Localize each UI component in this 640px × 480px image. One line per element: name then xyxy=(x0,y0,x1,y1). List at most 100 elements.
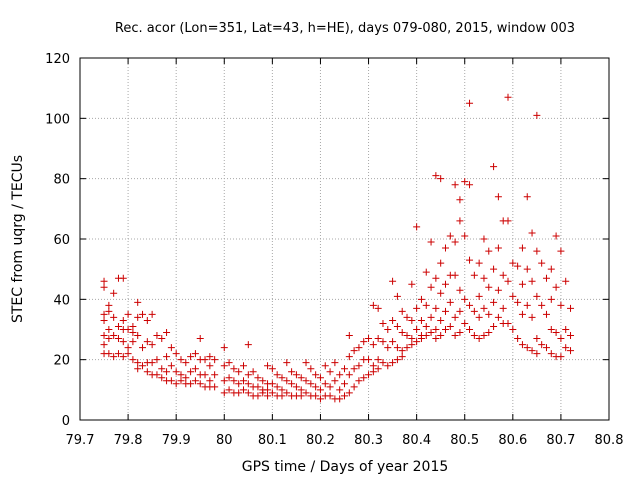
data-point xyxy=(518,310,526,318)
data-point xyxy=(350,383,358,391)
data-point xyxy=(398,329,406,337)
data-point xyxy=(393,292,401,300)
data-point xyxy=(177,371,185,379)
data-point xyxy=(326,383,334,391)
data-point xyxy=(220,389,228,397)
x-axis-label: GPS time / Days of year 2015 xyxy=(242,459,449,475)
y-tick-label: 120 xyxy=(45,52,70,67)
x-tick-label: 79.7 xyxy=(66,433,95,448)
data-point xyxy=(384,326,392,333)
data-point xyxy=(240,377,248,385)
data-point xyxy=(196,380,204,388)
data-point xyxy=(302,377,310,385)
data-point xyxy=(124,344,132,352)
data-point xyxy=(191,365,199,373)
data-point xyxy=(124,326,132,333)
data-point xyxy=(422,332,430,340)
data-point xyxy=(134,359,142,367)
data-point xyxy=(278,386,286,394)
chart-title: Rec. acor (Lon=351, Lat=43, h=HE), days … xyxy=(115,21,575,36)
data-point xyxy=(307,365,315,373)
data-point xyxy=(456,196,464,204)
data-point xyxy=(538,301,546,309)
data-point xyxy=(278,374,286,382)
data-point xyxy=(158,335,166,343)
data-point xyxy=(427,313,435,321)
data-point xyxy=(105,335,113,343)
data-point xyxy=(220,377,228,385)
data-point xyxy=(485,247,493,255)
data-point xyxy=(153,371,161,379)
data-point xyxy=(538,259,546,267)
data-point xyxy=(432,304,440,312)
data-point xyxy=(235,380,243,388)
x-tick-label: 80.8 xyxy=(595,433,624,448)
data-point xyxy=(220,362,228,370)
data-point xyxy=(244,380,252,388)
data-point xyxy=(350,347,358,355)
data-point xyxy=(437,316,445,324)
data-point xyxy=(417,316,425,324)
data-point xyxy=(398,347,406,355)
data-point xyxy=(235,368,243,376)
data-point xyxy=(379,338,387,346)
data-point xyxy=(316,395,324,403)
data-point xyxy=(172,350,180,358)
data-point xyxy=(432,326,440,333)
data-point xyxy=(379,359,387,367)
data-point xyxy=(547,295,555,303)
data-point xyxy=(533,335,541,343)
data-point xyxy=(485,329,493,337)
data-point xyxy=(547,265,555,273)
data-point xyxy=(422,322,430,330)
data-point xyxy=(292,383,300,391)
data-point xyxy=(389,316,397,324)
x-tick-label: 80.4 xyxy=(402,433,431,448)
data-point xyxy=(490,163,498,171)
data-point xyxy=(480,274,488,282)
data-point xyxy=(268,389,276,397)
data-point xyxy=(485,283,493,291)
data-point xyxy=(201,356,209,364)
data-point xyxy=(268,380,276,388)
data-point xyxy=(456,329,464,337)
data-point xyxy=(441,326,449,333)
data-point xyxy=(100,316,108,324)
data-point xyxy=(110,332,118,340)
data-point xyxy=(196,335,204,343)
data-point xyxy=(547,326,555,333)
data-point xyxy=(134,332,142,340)
data-point xyxy=(437,259,445,267)
data-point xyxy=(518,244,526,252)
data-point xyxy=(374,365,382,373)
data-point xyxy=(264,392,272,400)
x-tick-label: 80 xyxy=(216,433,233,448)
data-point xyxy=(355,344,363,352)
data-point xyxy=(490,298,498,306)
data-point xyxy=(148,359,156,367)
data-point xyxy=(528,277,536,285)
data-point xyxy=(283,377,291,385)
data-point xyxy=(542,344,550,352)
data-point xyxy=(466,301,474,309)
data-point xyxy=(341,380,348,388)
data-point xyxy=(432,274,440,282)
data-point xyxy=(143,338,151,346)
data-point xyxy=(100,341,108,349)
data-point xyxy=(331,359,339,367)
data-point xyxy=(100,277,108,285)
data-point xyxy=(139,310,147,318)
y-axis-label: STEC from uqrg / TECUs xyxy=(10,155,26,323)
data-point xyxy=(369,368,377,376)
data-point xyxy=(206,353,214,361)
data-point xyxy=(389,338,397,346)
data-point xyxy=(254,392,262,400)
data-point xyxy=(302,359,310,367)
data-point xyxy=(427,238,435,246)
data-point xyxy=(413,223,421,231)
y-tick-label: 0 xyxy=(62,414,70,429)
data-point xyxy=(172,368,180,376)
data-point xyxy=(451,313,459,321)
data-point xyxy=(427,283,435,291)
data-point xyxy=(562,344,570,352)
